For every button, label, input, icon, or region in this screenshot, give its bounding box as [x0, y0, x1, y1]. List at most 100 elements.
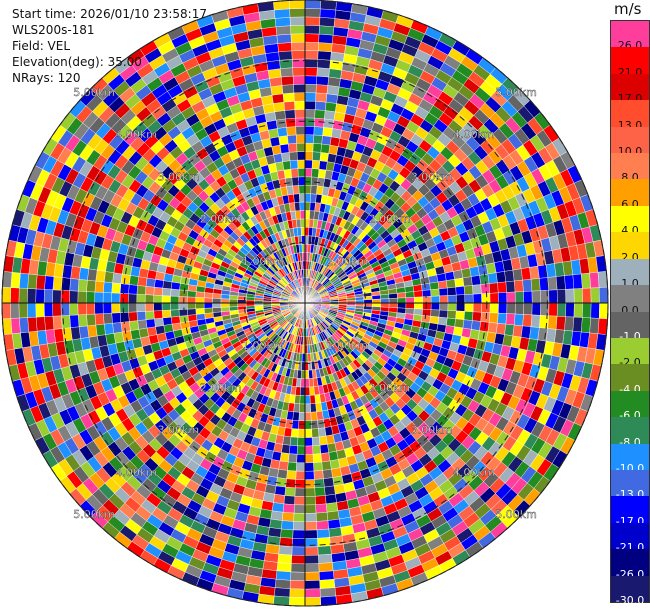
velocity-cell — [304, 168, 313, 178]
velocity-cell — [388, 302, 398, 309]
velocity-cell — [69, 302, 79, 316]
velocity-cell — [404, 285, 415, 293]
colorbar-segment — [611, 469, 649, 497]
velocity-cell — [464, 302, 474, 312]
velocity-cell — [146, 326, 158, 337]
velocity-cell — [297, 428, 306, 438]
velocity-cell — [161, 302, 171, 311]
velocity-cell — [294, 109, 306, 119]
velocity-cell — [304, 445, 314, 455]
velocity-cell — [296, 151, 306, 161]
velocity-cell — [187, 314, 198, 322]
velocity-cell — [10, 302, 20, 319]
velocity-cell — [388, 297, 398, 304]
velocity-cell — [195, 308, 205, 315]
velocity-cell — [52, 289, 62, 304]
velocity-cell — [298, 420, 306, 430]
velocity-cell — [27, 302, 37, 318]
velocity-cell — [304, 142, 314, 152]
colorbar-segment — [611, 417, 649, 445]
velocity-cell — [276, 33, 292, 44]
velocity-cell — [489, 292, 499, 304]
velocity-cell — [304, 437, 313, 447]
velocity-cell — [304, 16, 321, 26]
velocity-cell — [299, 201, 306, 211]
velocity-cell — [43, 289, 54, 304]
velocity-cell — [512, 268, 523, 282]
colorbar-segment — [611, 153, 649, 180]
colorbar-segment — [611, 364, 649, 392]
velocity-cell — [85, 302, 96, 315]
velocity-cell — [590, 287, 600, 304]
velocity-cell — [414, 296, 424, 304]
velocity-cell — [281, 84, 295, 94]
velocity-cell — [271, 93, 285, 104]
velocity-cell — [297, 159, 306, 169]
velocity-cell — [277, 127, 288, 137]
velocity-cell — [153, 302, 163, 312]
velocity-cell — [531, 302, 541, 316]
velocity-cell — [505, 313, 516, 326]
velocity-cell — [229, 302, 238, 308]
velocity-cell — [298, 184, 306, 194]
ring-label: 5.00km — [495, 508, 537, 521]
velocity-cell — [170, 316, 181, 325]
velocity-cell — [310, 420, 319, 430]
velocity-cell — [315, 512, 329, 522]
velocity-cell — [430, 288, 440, 297]
velocity-cell — [446, 317, 456, 327]
velocity-cell — [463, 311, 474, 321]
colorbar-segment — [611, 549, 649, 577]
ring-label: 3.00km — [158, 170, 200, 183]
velocity-cell — [291, 41, 306, 52]
velocity-cell — [293, 512, 306, 523]
ring-label: 4.00km — [115, 466, 157, 479]
velocity-cell — [318, 570, 335, 581]
velocity-cell — [18, 287, 28, 304]
velocity-cell — [270, 85, 284, 96]
velocity-cell — [95, 269, 106, 283]
plot-boundary — [1, 0, 609, 607]
velocity-cell — [309, 386, 315, 396]
velocity-cell — [320, 452, 331, 463]
velocity-cell — [304, 504, 317, 514]
velocity-cell — [19, 272, 29, 289]
velocity-cell — [287, 193, 295, 204]
velocity-cell — [582, 287, 592, 304]
velocity-cell — [290, 33, 306, 43]
ring-label: 4.00km — [453, 128, 495, 141]
velocity-cell — [321, 135, 332, 146]
velocity-cell — [454, 277, 465, 288]
velocity-cell — [421, 283, 431, 291]
velocity-cell — [27, 288, 37, 304]
velocity-cell — [322, 127, 333, 137]
colorbar-segment — [611, 575, 649, 603]
velocity-cell — [281, 512, 295, 522]
velocity-cell — [285, 117, 296, 128]
velocity-cell — [237, 302, 247, 307]
velocity-cell — [145, 318, 156, 329]
velocity-cell — [316, 67, 330, 78]
velocity-cell — [313, 470, 324, 480]
velocity-cell — [87, 268, 98, 282]
velocity-cell — [405, 291, 415, 298]
velocity-cell — [295, 210, 301, 220]
velocity-cell — [153, 310, 163, 320]
velocity-cell — [504, 269, 515, 283]
velocity-cell — [430, 309, 440, 318]
velocity-cell — [565, 302, 575, 318]
velocity-cell — [318, 25, 335, 36]
colorbar-segment — [611, 443, 649, 471]
velocity-cell — [18, 302, 28, 319]
velocity-cell — [310, 403, 317, 413]
velocity-cell — [472, 311, 482, 322]
velocity-cell — [290, 428, 299, 438]
velocity-cell — [77, 279, 88, 292]
velocity-cell — [422, 289, 432, 298]
velocity-cell — [505, 280, 516, 293]
velocity-cell — [512, 324, 523, 338]
velocity-cell — [119, 293, 129, 304]
velocity-cell — [405, 297, 415, 304]
velocity-cell — [212, 297, 222, 304]
velocity-cell — [119, 283, 130, 294]
